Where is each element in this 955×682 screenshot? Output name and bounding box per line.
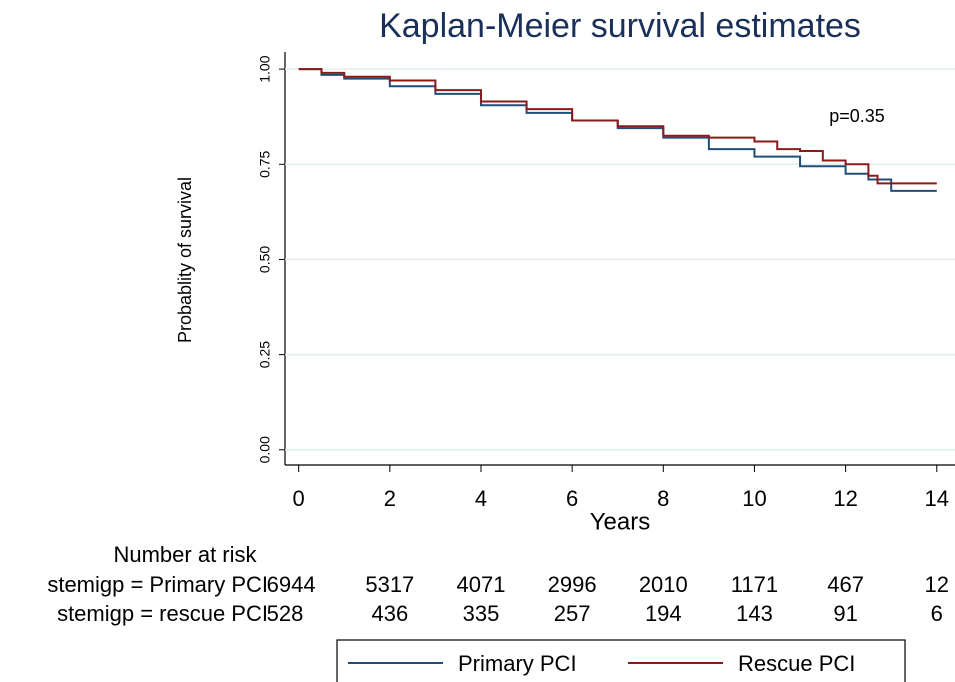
risk-value: 194	[645, 601, 682, 626]
x-tick-label: 2	[384, 486, 396, 511]
x-tick-label: 14	[925, 486, 949, 511]
risk-value: 2996	[548, 572, 597, 597]
risk-value: 91	[833, 601, 857, 626]
risk-value: 528	[267, 601, 304, 626]
risk-value: 335	[463, 601, 500, 626]
risk-value: 143	[736, 601, 773, 626]
x-tick-label: 4	[475, 486, 487, 511]
x-tick-label: 6	[566, 486, 578, 511]
y-tick-label: 0.25	[257, 341, 273, 368]
risk-row-label: stemigp = rescue PCI	[57, 601, 268, 626]
x-tick-label: 10	[742, 486, 766, 511]
legend-label: Primary PCI	[458, 651, 577, 676]
risk-value: 5317	[365, 572, 414, 597]
risk-row-label: stemigp = Primary PCI	[47, 572, 268, 597]
survival-curve	[298, 68, 937, 192]
legend-label: Rescue PCI	[738, 651, 855, 676]
risk-value: 6	[931, 601, 943, 626]
risk-value: 257	[554, 601, 591, 626]
x-axis-title: Years	[590, 508, 651, 535]
x-tick-label: 12	[833, 486, 857, 511]
y-tick-label: 0.50	[257, 246, 273, 273]
y-tick-label: 0.00	[257, 436, 273, 463]
risk-title: Number at risk	[113, 542, 257, 567]
chart-title: Kaplan-Meier survival estimates	[379, 7, 861, 45]
y-axis-title: Probablity of survival	[175, 177, 195, 343]
y-tick-label: 0.75	[257, 150, 273, 177]
annotation: p=0.35	[829, 106, 885, 126]
survival-curve	[298, 68, 937, 185]
y-tick-label: 1.00	[257, 55, 273, 82]
x-tick-label: 8	[657, 486, 669, 511]
risk-value: 6944	[267, 572, 316, 597]
risk-value: 2010	[639, 572, 688, 597]
risk-value: 467	[827, 572, 864, 597]
legend	[336, 639, 906, 682]
x-tick-label: 0	[293, 486, 305, 511]
risk-value: 12	[925, 572, 949, 597]
risk-value: 436	[371, 601, 408, 626]
risk-value: 1171	[731, 572, 778, 597]
risk-value: 4071	[457, 572, 506, 597]
